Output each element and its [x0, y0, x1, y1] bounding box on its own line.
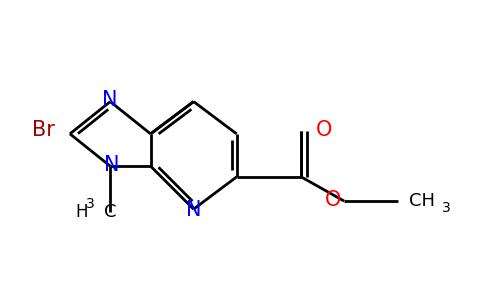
Text: O: O: [325, 190, 342, 210]
Text: Br: Br: [32, 120, 55, 140]
Text: N: N: [186, 200, 201, 220]
Text: N: N: [103, 90, 118, 110]
Text: O: O: [316, 120, 333, 140]
Text: 3: 3: [442, 200, 451, 214]
Text: N: N: [104, 154, 119, 175]
Text: H: H: [75, 203, 88, 221]
Text: C: C: [104, 203, 117, 221]
Text: CH: CH: [408, 192, 435, 210]
Text: 3: 3: [87, 197, 95, 211]
